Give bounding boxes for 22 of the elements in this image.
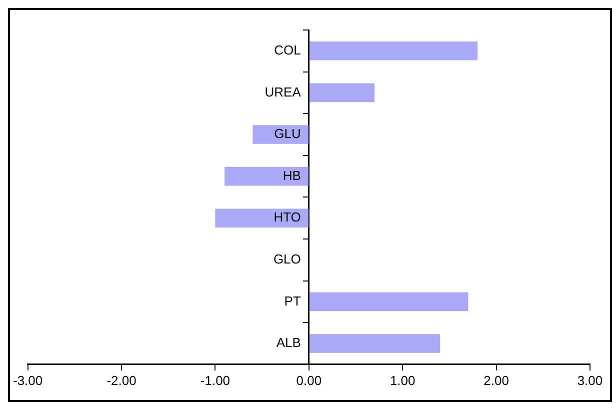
bar bbox=[309, 334, 440, 353]
y-tick-label: ALB bbox=[276, 335, 301, 350]
y-tick-label: PT bbox=[284, 293, 301, 308]
x-tick-label: 1.00 bbox=[390, 372, 416, 388]
y-tick-label: COL bbox=[274, 42, 301, 58]
x-tick-label: -3.00 bbox=[12, 372, 43, 388]
bar bbox=[224, 166, 308, 186]
x-tick-label: 2.00 bbox=[484, 372, 509, 388]
x-tick-label: 0.00 bbox=[296, 372, 322, 388]
x-tick-label: -2.00 bbox=[106, 372, 136, 388]
bar bbox=[309, 83, 374, 102]
bar bbox=[309, 41, 478, 60]
y-tick-label: UREA bbox=[264, 84, 302, 100]
bar bbox=[252, 125, 308, 144]
bar bbox=[309, 292, 468, 312]
x-tick-label: -1.00 bbox=[200, 372, 230, 388]
y-tick-label: HTO bbox=[274, 210, 301, 225]
y-tick-label: GLO bbox=[273, 251, 301, 266]
y-tick-label: GLU bbox=[274, 126, 301, 142]
y-tick-label: HB bbox=[282, 168, 301, 183]
bar bbox=[215, 208, 308, 228]
x-tick-label: 3.00 bbox=[577, 372, 603, 388]
